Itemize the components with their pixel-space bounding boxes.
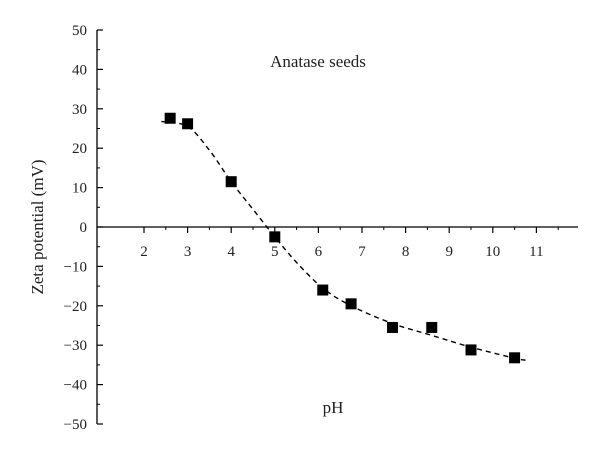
data-point [269,231,281,243]
x-tick-label: 3 [184,244,192,260]
y-tick-label: 10 [72,181,87,197]
x-tick-label: 10 [485,244,500,260]
axes: 50 40 30 20 10 0 −10 −20 −30 −40 −50 2 3 4 5 6 7 8 9 10 11 [64,23,578,433]
y-tick-label: 50 [72,23,87,39]
data-markers [164,112,521,364]
data-point [426,321,438,333]
data-point [509,352,521,364]
x-axis-title: pH [323,398,344,417]
y-tick-label: 30 [72,102,87,118]
fit-curve [161,120,526,361]
y-tick-label: 40 [72,62,87,78]
y-ticks: 50 40 30 20 10 0 −10 −20 −30 −40 −50 [64,23,103,433]
y-axis-title: Zeta potential (mV) [28,159,47,294]
data-point [164,112,176,124]
data-point [225,176,237,188]
x-tick-label: 11 [529,244,543,260]
x-tick-label: 7 [358,244,366,260]
x-tick-label: 2 [140,244,148,260]
x-tick-label: 9 [445,244,453,260]
y-tick-label: −10 [64,259,87,275]
data-point [465,344,477,356]
x-ticks: 2 3 4 5 6 7 8 9 10 11 [140,227,559,260]
data-point [182,118,194,130]
data-point [387,321,399,333]
data-point [317,284,329,296]
x-tick-label: 8 [402,244,410,260]
y-tick-label: −20 [64,299,87,315]
chart-title: Anatase seeds [270,52,366,71]
y-tick-label: −40 [64,378,87,394]
y-tick-label: −30 [64,338,87,354]
y-tick-label: −50 [64,417,87,433]
y-tick-label: 20 [72,141,87,157]
x-tick-label: 5 [271,244,279,260]
data-point [345,298,357,310]
x-tick-label: 4 [227,244,235,260]
y-tick-label: 0 [80,220,88,236]
x-tick-label: 6 [315,244,323,260]
